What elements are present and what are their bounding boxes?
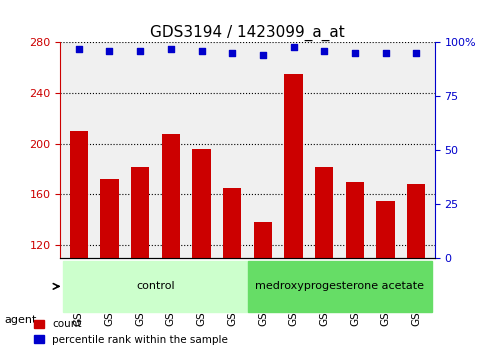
Bar (346, 182, 364, 354)
Point (290, 44, 298, 50)
Bar (376, 201, 395, 354)
Bar (100, 179, 119, 354)
Point (320, 48, 328, 54)
Point (412, 50, 420, 56)
Text: medroxyprogesterone acetate: medroxyprogesterone acetate (255, 281, 424, 291)
Bar (131, 166, 149, 354)
Bar (70, 131, 88, 354)
Legend: count, percentile rank within the sample: count, percentile rank within the sample (29, 315, 232, 349)
Point (75, 46, 83, 52)
Point (382, 50, 389, 56)
Bar (284, 74, 303, 354)
Bar (315, 166, 333, 354)
Text: agent: agent (5, 315, 37, 325)
Point (198, 48, 205, 54)
Bar (192, 149, 211, 354)
Bar (162, 133, 180, 354)
Point (351, 50, 359, 56)
Bar (248, 261, 432, 312)
Bar (223, 188, 242, 354)
Point (167, 46, 175, 52)
Bar (254, 222, 272, 354)
Bar (407, 184, 426, 354)
Point (228, 50, 236, 56)
Point (106, 48, 114, 54)
Title: GDS3194 / 1423099_a_at: GDS3194 / 1423099_a_at (150, 25, 345, 41)
Bar (63, 261, 248, 312)
Text: control: control (136, 281, 175, 291)
Point (259, 52, 267, 58)
Point (136, 48, 144, 54)
